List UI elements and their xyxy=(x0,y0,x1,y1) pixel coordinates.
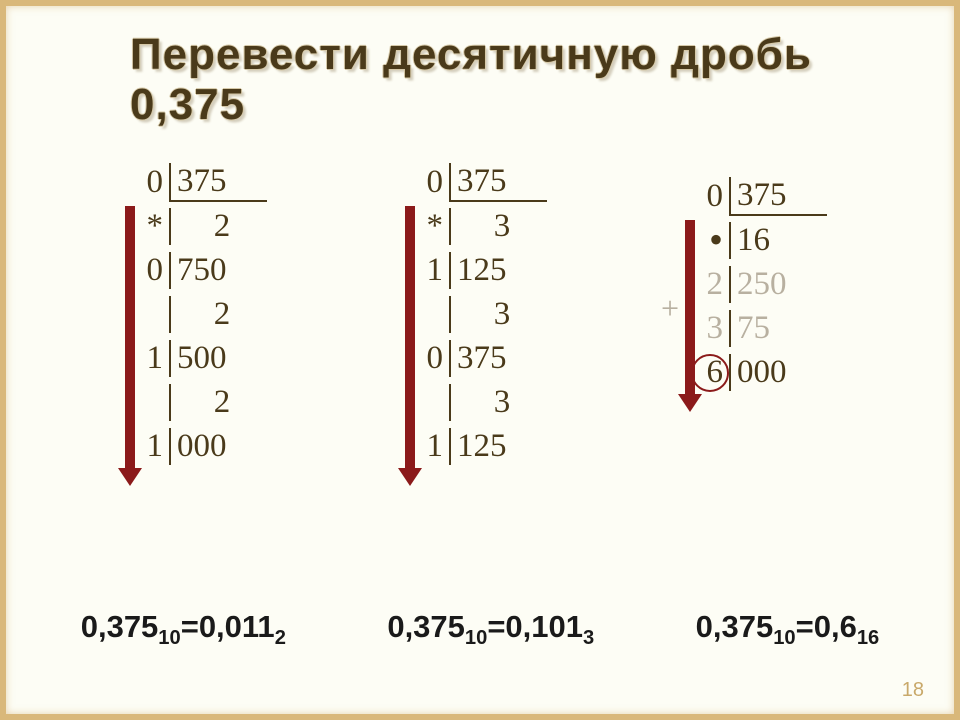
cell: 000 xyxy=(729,354,827,391)
cell: 1 xyxy=(133,428,169,465)
cell: 375 xyxy=(449,340,547,377)
cell: 0 xyxy=(413,164,449,201)
result-sub: 10 xyxy=(773,627,795,649)
cell: 2 xyxy=(169,208,267,245)
cell: 0 xyxy=(133,252,169,289)
cell: 375 xyxy=(449,163,547,202)
cell: 0 xyxy=(413,340,449,377)
cell: 1 xyxy=(413,428,449,465)
cell: 3 xyxy=(449,384,547,421)
result-lhs: 0,375 xyxy=(387,609,465,644)
slide-title: Перевести десятичную дробь 0,375 xyxy=(130,30,920,130)
cell: 125 xyxy=(449,428,547,465)
cell: * xyxy=(133,208,169,245)
result-sub: 3 xyxy=(583,627,594,649)
result-rhs: 0,011 xyxy=(199,609,275,644)
conversion-columns: 0375 *2 0750 2 1500 2 1000 0375 *3 1125 … xyxy=(60,160,900,468)
cell: 6 xyxy=(693,354,729,391)
cell: 3 xyxy=(693,310,729,347)
cell: 125 xyxy=(449,252,547,289)
cell: 1 xyxy=(413,252,449,289)
cell: 0 xyxy=(133,164,169,201)
result-sub: 2 xyxy=(275,627,286,649)
cell: 375 xyxy=(729,177,827,216)
cell: • xyxy=(693,230,729,250)
result-ternary: 0,37510=0,1013 xyxy=(387,609,594,650)
results-row: 0,37510=0,0112 0,37510=0,1013 0,37510=0,… xyxy=(30,609,930,650)
result-lhs: 0,375 xyxy=(81,609,159,644)
arrow-ternary xyxy=(405,206,415,472)
cell: 2 xyxy=(169,384,267,421)
column-hex: 0375 •16 2250 + 375 6000 xyxy=(693,174,827,394)
cell: 3 xyxy=(449,208,547,245)
cell: 16 xyxy=(729,222,827,259)
cell: 0 xyxy=(693,178,729,215)
result-lhs: 0,375 xyxy=(696,609,774,644)
cell: 2 xyxy=(693,266,729,303)
result-hex: 0,37510=0,616 xyxy=(696,609,880,650)
result-rhs: 0,101 xyxy=(505,609,583,644)
result-binary: 0,37510=0,0112 xyxy=(81,609,286,650)
result-rhs: 0,6 xyxy=(814,609,857,644)
cell: 3 xyxy=(449,296,547,333)
title-line1: Перевести десятичную дробь xyxy=(130,30,812,79)
title-line2: 0,375 xyxy=(130,80,245,129)
cell: 2 xyxy=(169,296,267,333)
cell: 000 xyxy=(169,428,267,465)
plus-icon: + xyxy=(661,290,679,327)
cell: 500 xyxy=(169,340,267,377)
arrow-binary xyxy=(125,206,135,472)
cell: 75 xyxy=(729,310,827,347)
column-ternary: 0375 *3 1125 3 0375 3 1125 xyxy=(413,160,547,468)
cell: 250 xyxy=(729,266,827,303)
page-number: 18 xyxy=(902,679,924,702)
result-sub: 10 xyxy=(158,627,180,649)
column-binary: 0375 *2 0750 2 1500 2 1000 xyxy=(133,160,267,468)
cell: 375 xyxy=(169,163,267,202)
cell: * xyxy=(413,208,449,245)
result-sub: 16 xyxy=(857,627,879,649)
cell: 1 xyxy=(133,340,169,377)
result-sub: 10 xyxy=(465,627,487,649)
cell: 750 xyxy=(169,252,267,289)
